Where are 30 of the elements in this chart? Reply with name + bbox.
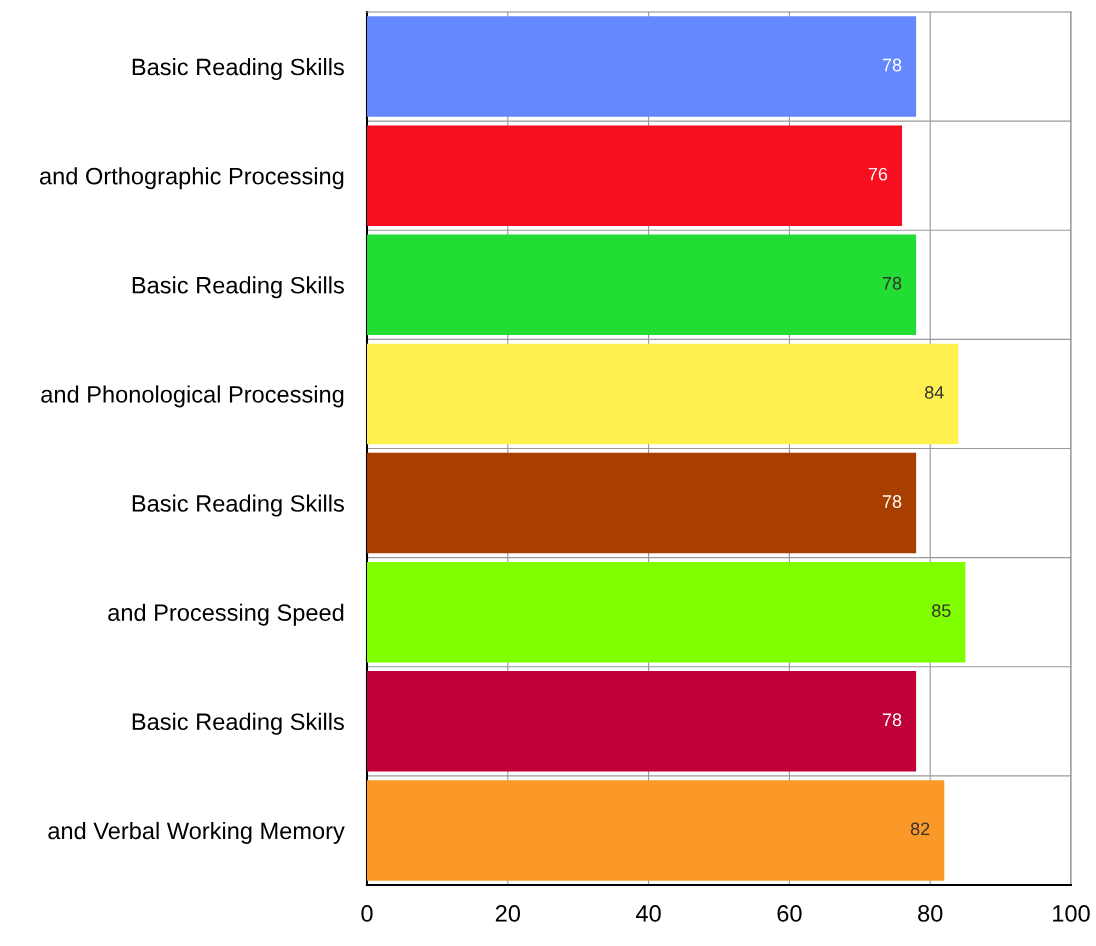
y-tick-label: Basic Reading Skills bbox=[132, 58, 344, 81]
y-tick-label: and Processing Speed bbox=[108, 603, 344, 626]
y-tick-label: Basic Reading Skills bbox=[132, 276, 344, 299]
y-tick-label: and Verbal Working Memory bbox=[48, 821, 345, 844]
bar bbox=[367, 671, 917, 772]
y-tick-label: Basic Reading Skills bbox=[132, 712, 344, 735]
data-label: 78 bbox=[882, 713, 902, 727]
data-label: 78 bbox=[882, 276, 902, 290]
bar bbox=[367, 125, 903, 226]
x-tick-label: 40 bbox=[636, 905, 661, 922]
data-label: 85 bbox=[932, 604, 951, 618]
data-label: 84 bbox=[924, 386, 944, 399]
bar bbox=[367, 16, 917, 117]
data-label: 82 bbox=[910, 822, 930, 836]
data-label: 78 bbox=[882, 58, 902, 72]
bar bbox=[367, 343, 959, 445]
y-tick-label: and Phonological Processing bbox=[41, 385, 344, 408]
data-label: 78 bbox=[882, 495, 902, 508]
x-tick-label: 80 bbox=[918, 905, 943, 922]
bar bbox=[367, 561, 966, 663]
x-tick-label: 100 bbox=[1053, 905, 1090, 922]
y-tick-label: and Orthographic Processing bbox=[40, 167, 344, 190]
x-tick-label: 0 bbox=[361, 905, 373, 922]
bar bbox=[367, 234, 917, 336]
bar bbox=[367, 780, 945, 881]
bar bbox=[367, 452, 917, 554]
x-tick-label: 60 bbox=[777, 905, 802, 922]
x-tick-label: 20 bbox=[495, 905, 521, 922]
data-label: 76 bbox=[868, 167, 888, 181]
y-tick-label: Basic Reading Skills bbox=[132, 494, 344, 517]
